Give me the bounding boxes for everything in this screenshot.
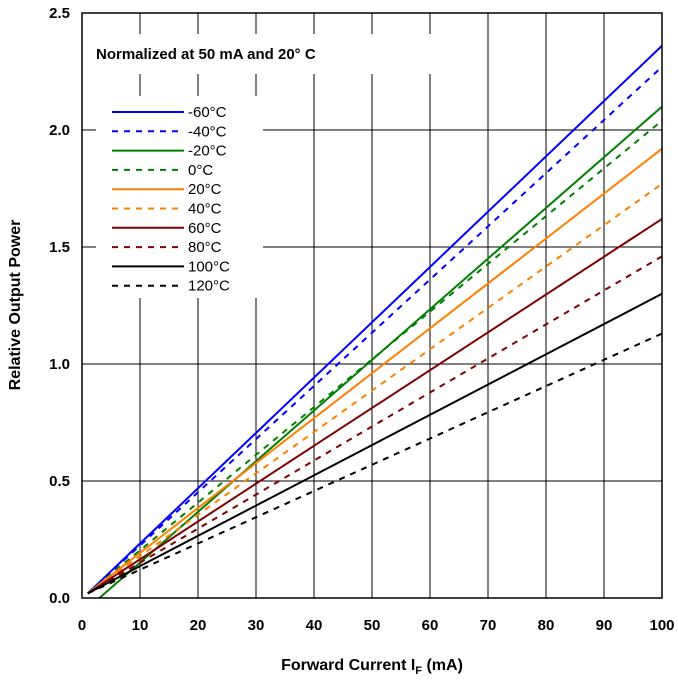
y-tick-label: 1.0 xyxy=(49,356,70,373)
legend-label: -20°C xyxy=(188,143,227,160)
series-line xyxy=(87,45,663,595)
legend-label: -60°C xyxy=(188,104,227,121)
y-tick-label: 2.5 xyxy=(49,5,70,22)
x-tick-label: 20 xyxy=(190,617,207,634)
series-line xyxy=(87,332,663,595)
x-tick-label: 90 xyxy=(596,617,613,634)
legend-label: 80°C xyxy=(188,239,222,256)
legend-label: -40°C xyxy=(188,123,227,140)
x-axis-title: Forward Current IF (mA) xyxy=(281,657,463,677)
y-tick-label: 0.0 xyxy=(49,590,70,607)
series-line xyxy=(87,292,663,595)
y-axis-title: Relative Output Power xyxy=(7,220,24,391)
x-axis-title-main: Forward Current I xyxy=(281,657,415,674)
series-line xyxy=(87,147,663,595)
x-tick-label: 30 xyxy=(248,617,265,634)
x-tick-label: 10 xyxy=(132,617,149,634)
x-tick-labels: 0 10 20 30 40 50 60 70 80 90 100 xyxy=(78,617,675,634)
legend-label: 20°C xyxy=(188,181,222,198)
series-line xyxy=(98,105,663,599)
plot-frame xyxy=(81,12,663,599)
x-tick-label: 0 xyxy=(78,617,86,634)
y-tick-labels: 0.0 0.5 1.0 1.5 2.0 2.5 xyxy=(49,5,70,607)
y-tick-label: 2.0 xyxy=(49,122,70,139)
series-lines xyxy=(87,45,663,599)
x-tick-label: 40 xyxy=(306,617,323,634)
x-axis-title-unit: (mA) xyxy=(422,657,463,674)
y-tick-label: 0.5 xyxy=(49,473,70,490)
annotation-text: Normalized at 50 mA and 20° C xyxy=(96,46,316,63)
annotation-box xyxy=(82,34,432,74)
legend: -60°C -40°C -20°C 0°C 20°C 40°C 60°C 80°C 100°C 1… xyxy=(112,104,230,295)
y-tick-label: 1.5 xyxy=(49,239,70,256)
x-tick-label: 60 xyxy=(422,617,439,634)
x-axis-title-subscript: F xyxy=(415,665,422,677)
series-line xyxy=(87,183,663,595)
series-line xyxy=(87,255,663,595)
x-tick-label: 50 xyxy=(364,617,381,634)
legend-label: 100°C xyxy=(188,258,230,275)
series-line xyxy=(87,66,663,595)
legend-label: 40°C xyxy=(188,201,222,218)
legend-label: 120°C xyxy=(188,278,230,295)
x-tick-label: 70 xyxy=(480,617,497,634)
series-line xyxy=(87,218,663,595)
series-line xyxy=(87,119,663,595)
legend-label: 60°C xyxy=(188,220,222,237)
legend-box xyxy=(96,96,263,298)
x-tick-label: 100 xyxy=(649,617,674,634)
x-tick-label: 80 xyxy=(538,617,555,634)
legend-label: 0°C xyxy=(188,162,213,179)
